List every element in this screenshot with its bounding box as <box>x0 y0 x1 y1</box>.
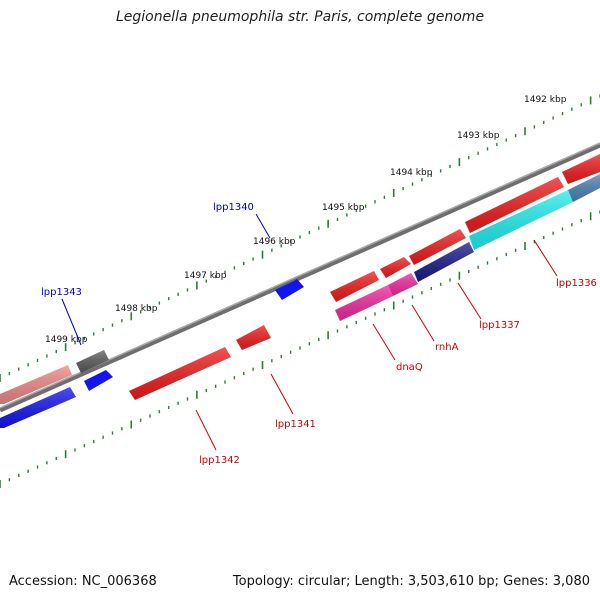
gene-lpp1337[interactable] <box>414 242 474 282</box>
gene-lpp1343-left[interactable] <box>0 365 72 404</box>
inner-scale-ticks <box>0 210 600 488</box>
gene-label-lpp1340[interactable]: lpp1340 <box>213 202 254 213</box>
leader-rnhA <box>411 304 435 342</box>
genome-summary-text: Topology: circular; Length: 3,503,610 bp… <box>232 574 590 589</box>
scale-label-1493: 1493 kbp <box>457 131 500 141</box>
gene-lpp1341[interactable] <box>236 325 271 350</box>
gene-blue-small[interactable] <box>84 370 113 391</box>
leader-lpp1336 <box>533 239 558 277</box>
outer-scale-ticks <box>0 94 600 382</box>
gene-lpp1340[interactable] <box>275 279 304 300</box>
gene-lpp1336[interactable] <box>469 190 573 250</box>
gene-gray-1499[interactable] <box>76 350 109 373</box>
leader-lpp1340 <box>255 213 271 239</box>
map-title: Legionella pneumophila str. Paris, compl… <box>115 9 485 25</box>
gene-red-1495b[interactable] <box>380 257 411 278</box>
gene-red-1495a[interactable] <box>330 271 379 302</box>
gene-label-lpp1336[interactable]: lpp1336 <box>556 278 597 289</box>
scale-label-1494: 1494 kbp <box>390 168 433 178</box>
gene-label-lpp1342[interactable]: lpp1342 <box>199 455 240 466</box>
accession-text: Accession: NC_006368 <box>9 574 157 589</box>
gene-blue-left[interactable] <box>0 387 76 428</box>
scale-label-1496: 1496 kbp <box>253 237 296 247</box>
genome-backbone <box>0 142 600 413</box>
gene-label-rnhA[interactable]: rnhA <box>435 342 459 353</box>
gene-lpp1342[interactable] <box>129 347 231 400</box>
leader-lpp1337 <box>457 282 482 320</box>
leader-dnaQ <box>372 323 396 361</box>
scale-label-1498: 1498 kbp <box>115 304 158 314</box>
gene-steel-right[interactable] <box>568 174 600 202</box>
gene-label-lpp1341[interactable]: lpp1341 <box>275 419 316 430</box>
gene-red-1492[interactable] <box>562 154 600 184</box>
scale-label-1499: 1499 kbp <box>45 335 88 345</box>
scale-label-1497: 1497 kbp <box>184 271 227 281</box>
leader-lpp1342 <box>195 409 217 451</box>
leader-lpp1343 <box>61 298 82 346</box>
scale-label-1492: 1492 kbp <box>524 95 567 105</box>
gene-label-lpp1337[interactable]: lpp1337 <box>479 320 520 331</box>
gene-red-1494[interactable] <box>409 229 466 265</box>
scale-label-1495: 1495 kbp <box>322 203 365 213</box>
gene-rnhA[interactable] <box>388 273 418 296</box>
gene-dnaQ[interactable] <box>335 285 393 321</box>
leader-lpp1341 <box>270 373 294 415</box>
gene-label-lpp1343[interactable]: lpp1343 <box>41 287 82 298</box>
gene-red-1493[interactable] <box>465 177 564 233</box>
gene-label-dnaQ[interactable]: dnaQ <box>396 362 423 373</box>
